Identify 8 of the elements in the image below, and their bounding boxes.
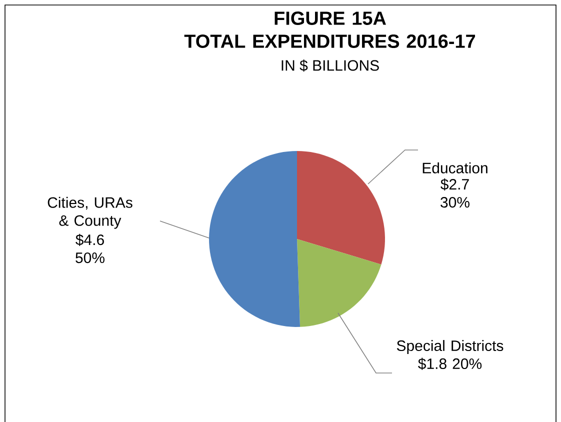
slice-label: Special Districts: [396, 340, 504, 354]
chart-title: FIGURE 15A TOTAL EXPENDITURES 2016-17: [184, 12, 476, 48]
chart-subtitle: IN $ BILLIONS: [282, 60, 379, 72]
data-label: $1.8 20%: [418, 358, 482, 370]
slice-label: Education: [422, 162, 488, 174]
data-label: $4.6 50%: [76, 234, 104, 264]
data-label: $2.7 30%: [440, 178, 470, 208]
slice-label: Cities, URAs & County: [48, 196, 132, 229]
